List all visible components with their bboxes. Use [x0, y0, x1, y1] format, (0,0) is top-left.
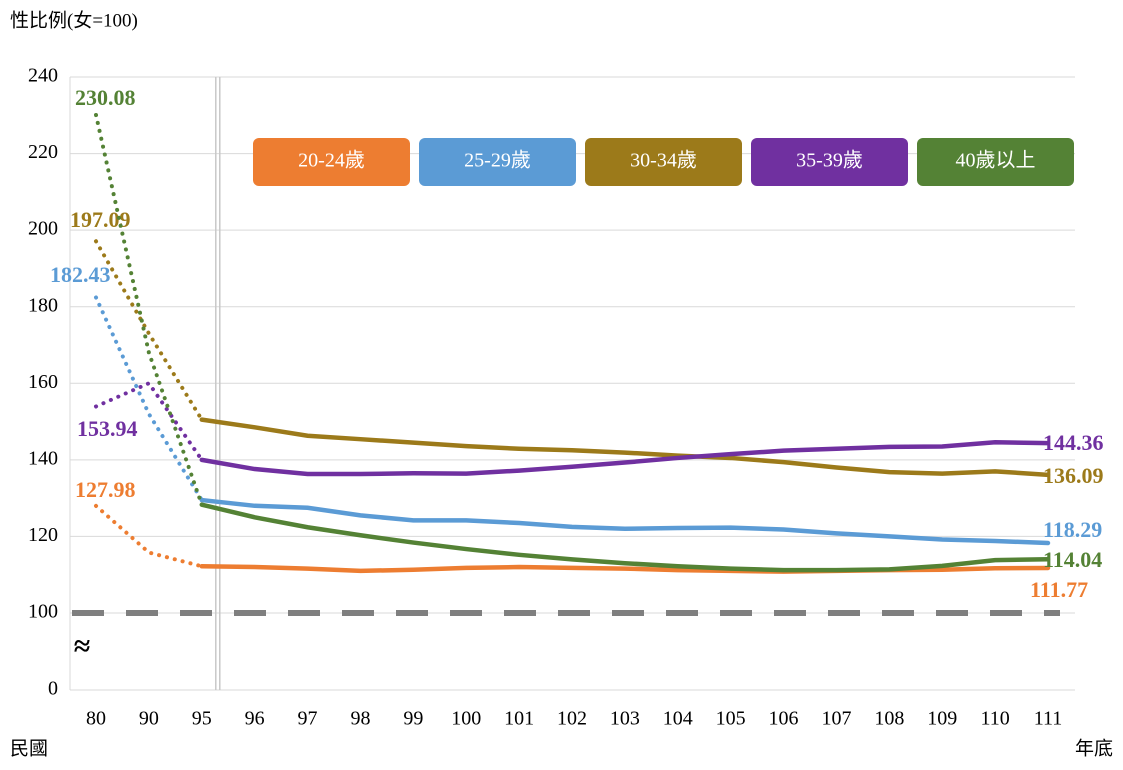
line-dotted	[94, 295, 204, 503]
data-label: 114.04	[1043, 547, 1102, 572]
legend-swatch	[253, 138, 410, 186]
data-label: 230.08	[75, 85, 136, 110]
data-label: 111.77	[1030, 577, 1088, 602]
x-tick-label: 95	[192, 708, 212, 730]
x-tick-label: 109	[927, 708, 957, 730]
x-tick-label: 90	[139, 708, 159, 730]
line-dotted	[94, 239, 204, 422]
x-tick-label: 105	[716, 708, 746, 730]
data-label: 118.29	[1043, 517, 1102, 542]
x-tick-label: 110	[980, 708, 1009, 730]
x-tick-label: 111	[1034, 708, 1063, 730]
line-dotted	[94, 503, 204, 569]
y-tick-label: 0	[48, 678, 58, 700]
x-tick-label: 107	[821, 708, 851, 730]
legend-swatch	[585, 138, 742, 186]
x-tick-label: 100	[451, 708, 481, 730]
legend-swatch	[751, 138, 908, 186]
line-dotted	[94, 112, 204, 507]
x-tick-label: 106	[769, 708, 799, 730]
data-label: 127.98	[75, 477, 136, 502]
data-label: 182.43	[50, 262, 111, 287]
axis-break-symbol: ≈	[74, 630, 90, 663]
data-label: 144.36	[1043, 430, 1104, 455]
x-tick-label: 101	[504, 708, 534, 730]
y-tick-label: 240	[28, 65, 58, 87]
y-tick-label: 140	[28, 447, 58, 469]
y-tick-label: 120	[28, 524, 58, 546]
legend-label: 40歲以上	[956, 149, 1036, 172]
x-tick-label: 104	[663, 708, 693, 730]
y-tick-label: 100	[28, 601, 58, 623]
legend-label: 20-24歲	[298, 149, 365, 172]
data-label: 136.09	[1043, 463, 1104, 488]
x-tick-label: 97	[298, 708, 318, 730]
line	[199, 439, 1051, 477]
legend-label: 35-39歲	[796, 149, 863, 172]
x-axis-label-left: 民國	[10, 738, 48, 759]
x-tick-label: 99	[403, 708, 423, 730]
y-tick-label: 160	[28, 371, 58, 393]
data-label: 197.09	[70, 207, 131, 232]
line-dotted	[94, 380, 204, 462]
y-tick-label: 200	[28, 218, 58, 240]
legend-label: 25-29歲	[464, 149, 531, 172]
legend-swatch	[419, 138, 576, 186]
x-tick-label: 108	[874, 708, 904, 730]
data-label: 153.94	[77, 416, 138, 441]
y-tick-label: 220	[28, 141, 58, 163]
x-tick-label: 80	[86, 708, 106, 730]
line	[199, 417, 1051, 478]
x-tick-label: 96	[245, 708, 265, 730]
legend-swatch	[917, 138, 1074, 186]
x-tick-label: 98	[350, 708, 370, 730]
x-tick-label: 103	[610, 708, 640, 730]
line	[199, 502, 1051, 573]
y-tick-label: 180	[28, 294, 58, 316]
y-axis-title: 性比例(女=100)	[10, 9, 138, 31]
legend-label: 30-34歲	[630, 149, 697, 172]
x-axis-label-right: 年底	[1075, 737, 1113, 759]
line	[199, 497, 1051, 546]
x-tick-label: 102	[557, 708, 587, 730]
